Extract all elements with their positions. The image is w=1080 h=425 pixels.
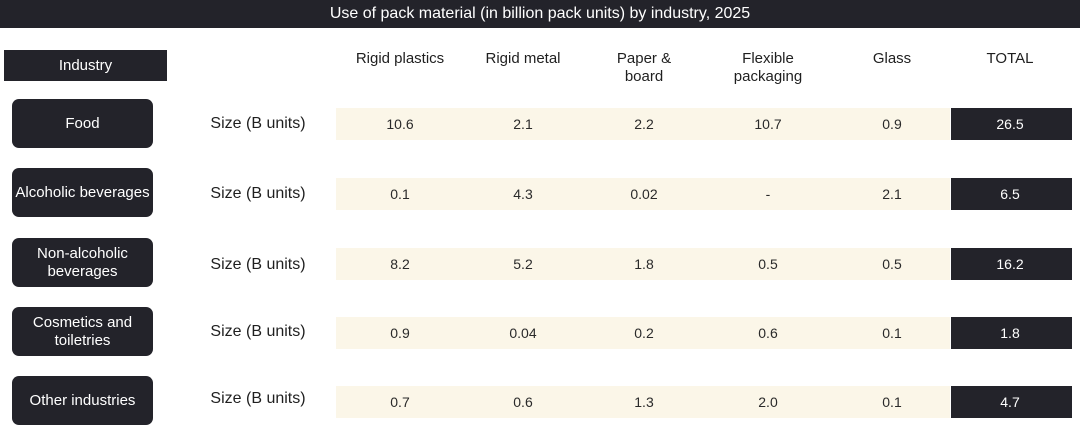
row-band	[336, 386, 950, 418]
data-cell: 0.02	[630, 186, 658, 202]
total-cell-bg	[951, 178, 1072, 210]
data-cell: 0.2	[634, 325, 654, 341]
total-cell-bg	[951, 317, 1072, 349]
row-band	[336, 178, 950, 210]
size-label: Size (B units)	[210, 323, 306, 340]
total-cell-bg	[951, 386, 1072, 418]
column-header-0: Rigid plastics	[355, 50, 445, 67]
data-cell: 4.3	[513, 186, 533, 202]
data-cell: 2.2	[634, 116, 654, 132]
total-cell-bg	[951, 108, 1072, 140]
data-cell: 0.5	[882, 256, 902, 272]
data-cell: 0.6	[513, 394, 533, 410]
data-cell: 0.1	[882, 325, 902, 341]
data-cell: 0.1	[882, 394, 902, 410]
size-label: Size (B units)	[210, 185, 306, 202]
data-cell: 0.5	[758, 256, 778, 272]
data-cell: 1.3	[634, 394, 654, 410]
data-cell: 10.7	[754, 116, 782, 132]
data-cell: 0.1	[390, 186, 410, 202]
data-cell: 8.2	[390, 256, 410, 272]
total-cell-bg	[951, 248, 1072, 280]
data-cell: 0.04	[509, 325, 537, 341]
data-cell: 0.7	[390, 394, 410, 410]
industry-label: Non-alcoholic beverages	[12, 238, 153, 287]
size-label: Size (B units)	[210, 390, 306, 407]
size-label: Size (B units)	[210, 115, 306, 132]
total-value: 16.2	[996, 256, 1024, 272]
industry-label: Alcoholic beverages	[12, 168, 153, 217]
total-value: 4.7	[1000, 394, 1020, 410]
data-cell: 2.1	[513, 116, 533, 132]
industry-label: Food	[12, 99, 153, 148]
industry-label: Cosmetics and toiletries	[12, 307, 153, 356]
chart-title: Use of pack material (in billion pack un…	[0, 0, 1080, 28]
column-header-5: TOTAL	[986, 50, 1034, 67]
data-cell: 10.6	[386, 116, 414, 132]
row-band	[336, 108, 950, 140]
total-value: 6.5	[1000, 186, 1020, 202]
data-cell: 0.9	[882, 116, 902, 132]
data-cell: 0.9	[390, 325, 410, 341]
data-cell: 5.2	[513, 256, 533, 272]
industry-header: Industry	[4, 50, 167, 81]
size-label: Size (B units)	[210, 256, 306, 273]
column-header-3: Flexible packaging	[733, 50, 803, 85]
data-cell: 1.8	[634, 256, 654, 272]
column-header-2: Paper & board	[616, 50, 672, 85]
data-cell: 0.6	[758, 325, 778, 341]
row-band	[336, 317, 950, 349]
data-cell: -	[765, 186, 771, 202]
data-cell: 2.0	[758, 394, 778, 410]
total-value: 1.8	[1000, 325, 1020, 341]
data-cell: 2.1	[882, 186, 902, 202]
row-band	[336, 248, 950, 280]
column-header-4: Glass	[872, 50, 912, 67]
industry-label: Other industries	[12, 376, 153, 425]
column-header-1: Rigid metal	[485, 50, 561, 67]
total-value: 26.5	[996, 116, 1024, 132]
